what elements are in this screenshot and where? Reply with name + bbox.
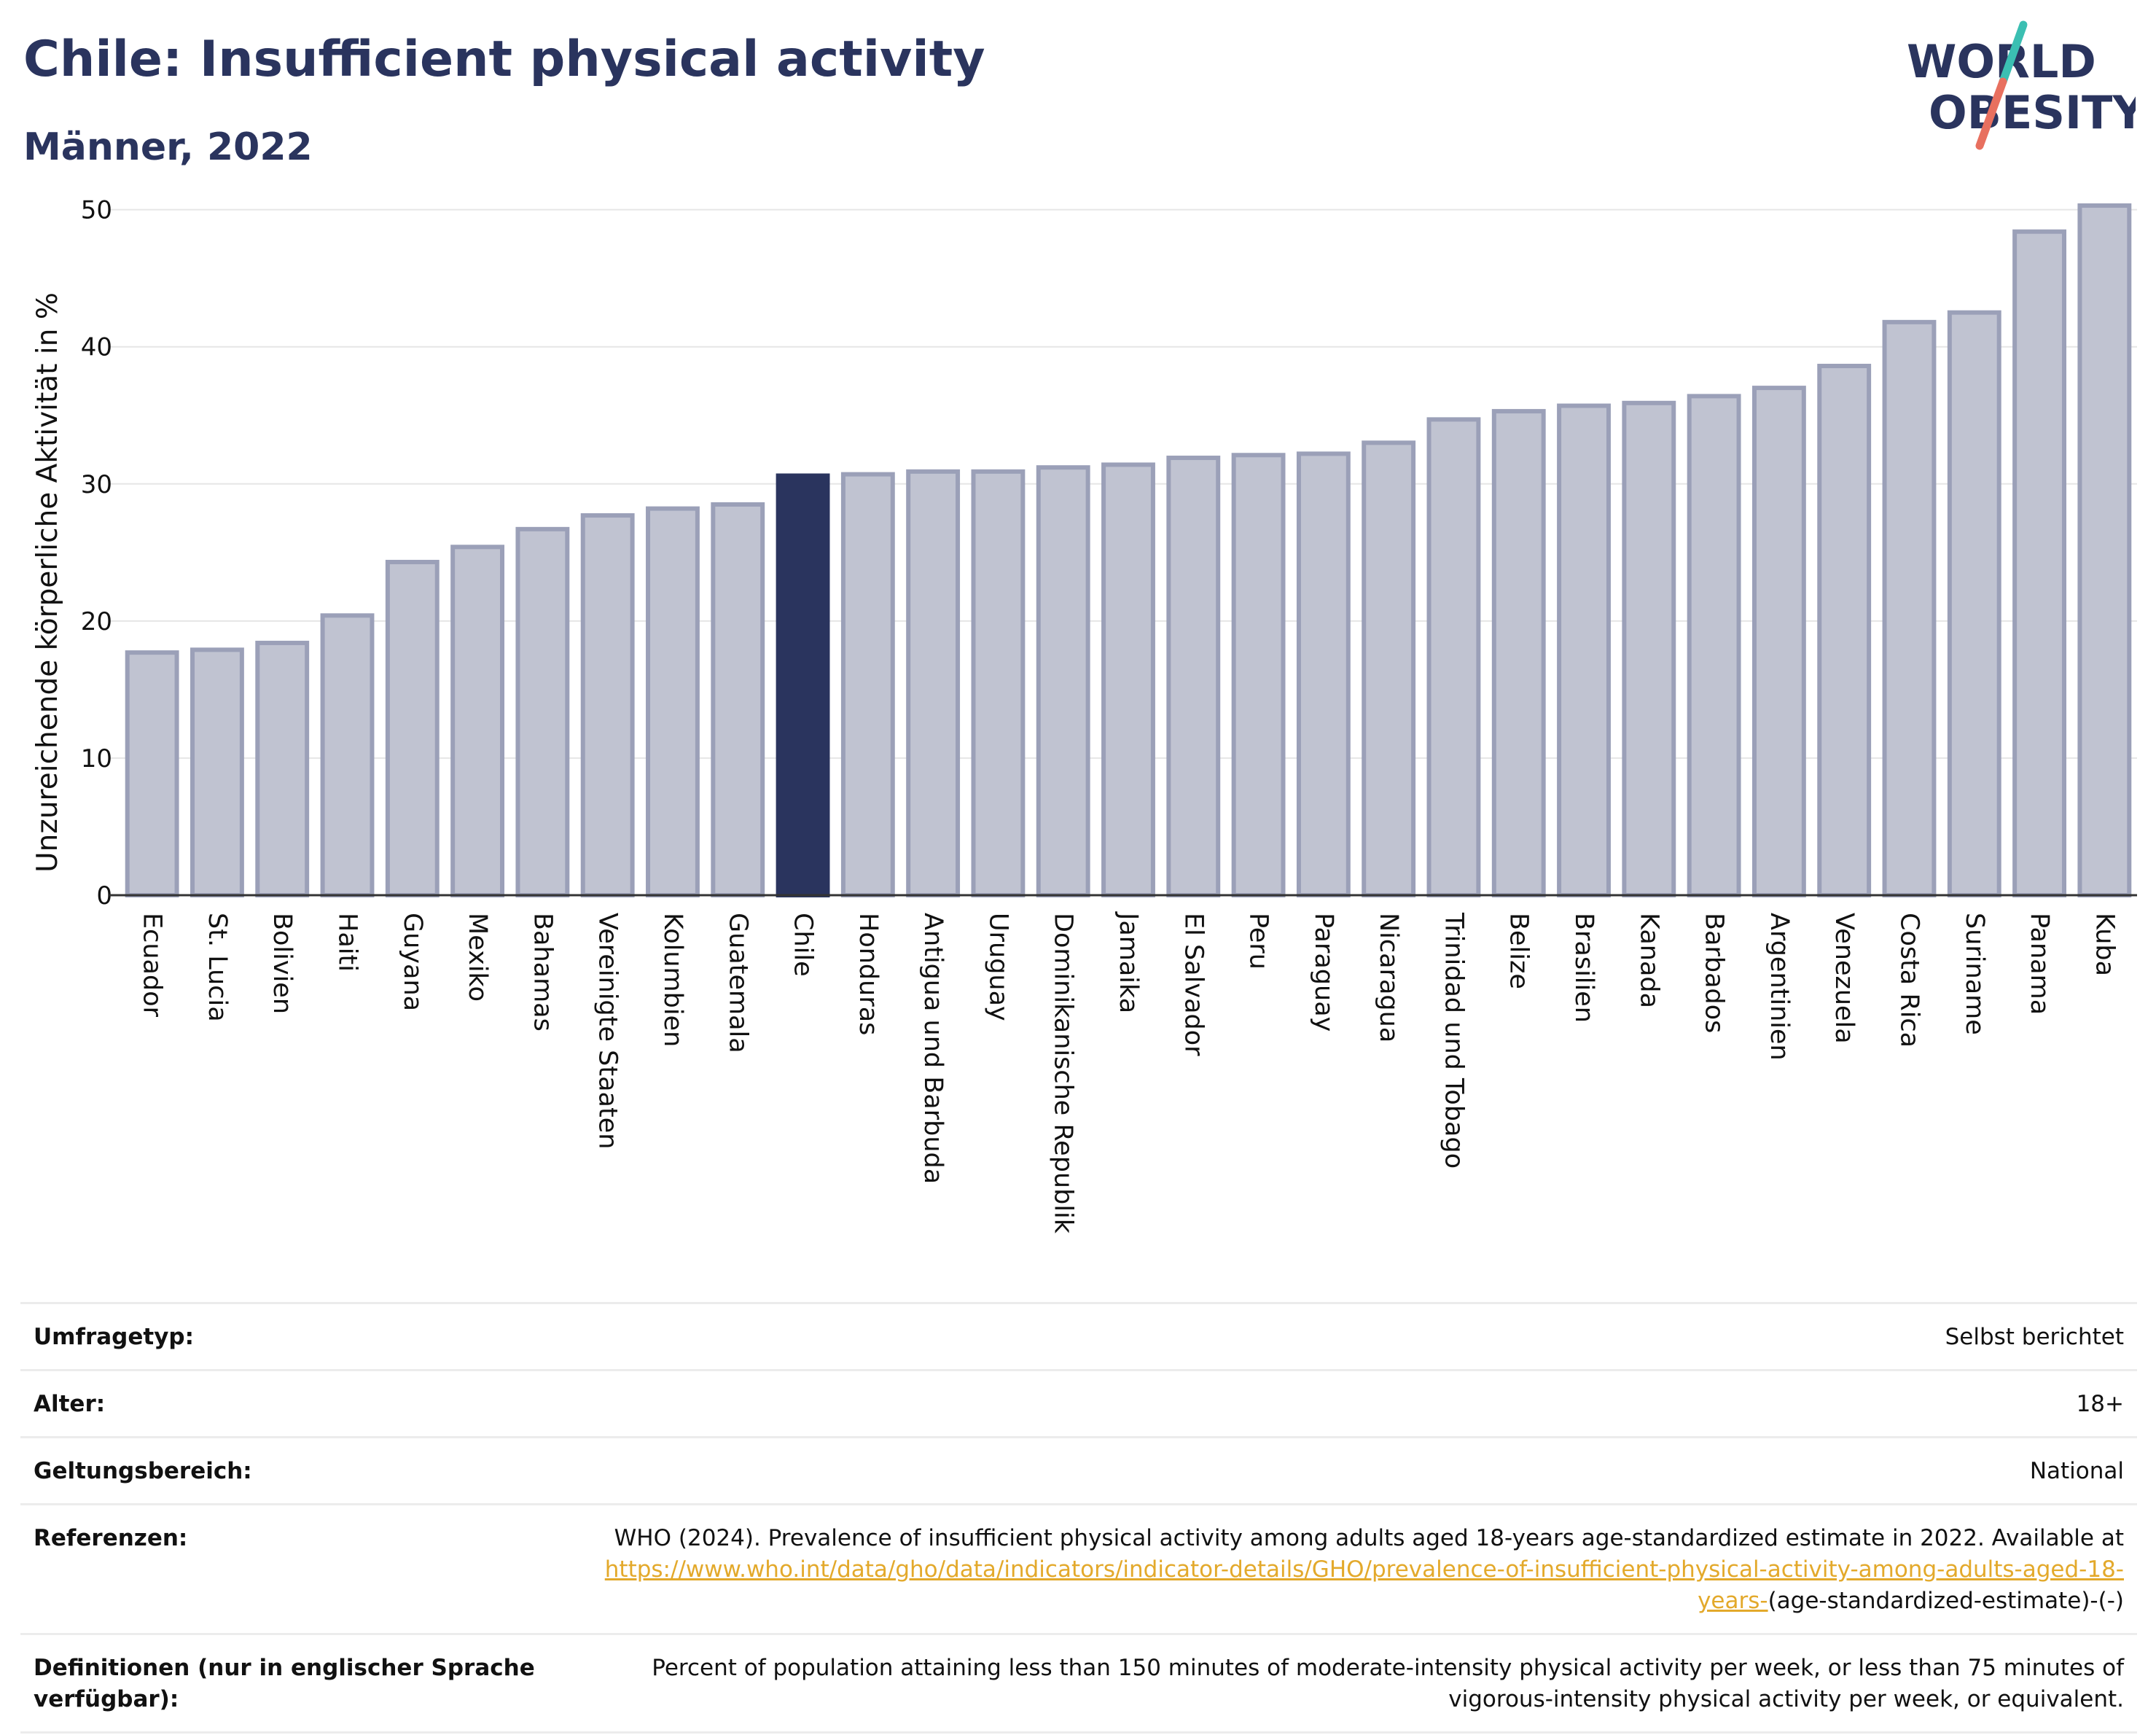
y-tick-label: 30 <box>81 470 112 499</box>
y-tick-label: 10 <box>81 744 112 773</box>
bar-vereinigte-staaten <box>580 513 635 897</box>
x-axis-labels: Ecuador St. Lucia Bolivien Haiti Guyana Mexik… <box>138 911 2120 1234</box>
meta-label: Referenzen: <box>34 1525 188 1551</box>
x-tick-label: Panama <box>2025 913 2054 1015</box>
bar-panama <box>2012 229 2066 897</box>
bar-haiti <box>320 613 375 897</box>
meta-row-definitions: Definitionen (nur in englischer Sprache … <box>20 1633 2137 1734</box>
x-tick-label: Mexiko <box>463 913 492 1002</box>
bar-bolivien <box>255 640 310 897</box>
x-tick-label: Jamaika <box>1114 911 1143 1013</box>
metadata-table: Umfragetyp: Selbst berichtet Alter: 18+ … <box>20 1302 2137 1734</box>
bar-belize <box>1491 409 1546 897</box>
bar-kolumbien <box>646 506 700 897</box>
x-tick-label: Bahamas <box>528 913 557 1032</box>
bar-venezuela <box>1817 364 1872 897</box>
x-tick-label: Suriname <box>1960 913 1989 1035</box>
page-subtitle: Männer, 2022 <box>23 125 313 169</box>
logo-word-obesity: OBESITY <box>1929 86 2136 139</box>
meta-row-references: Referenzen: WHO (2024). Prevalence of in… <box>20 1503 2137 1633</box>
x-tick-label: Barbados <box>1700 913 1729 1033</box>
logo-slash-teal <box>1999 20 2028 86</box>
bar-peru <box>1231 453 1286 897</box>
meta-label: Alter: <box>34 1391 106 1417</box>
bar-ecuador <box>125 650 179 897</box>
x-tick-label: St. Lucia <box>203 913 232 1022</box>
bar-chart: 0 10 20 30 40 50 Ecuador St. Lucia Bolivien Hait… <box>31 196 2137 1234</box>
bar-trinidad-und-tobago <box>1426 417 1481 897</box>
x-tick-label: Uruguay <box>983 913 1012 1021</box>
x-tick-label: Brasilien <box>1569 913 1598 1023</box>
meta-row-survey-type: Umfragetyp: Selbst berichtet <box>20 1302 2137 1369</box>
x-tick-label: Costa Rica <box>1894 913 1923 1048</box>
y-axis-title: Unzureichende körperliche Aktivität in % <box>31 292 64 873</box>
x-tick-label: Guatemala <box>723 913 752 1053</box>
y-tick-label: 0 <box>96 881 112 911</box>
chart-bars <box>125 203 2132 898</box>
bar-st-lucia <box>190 647 244 897</box>
bar-jamaika <box>1101 462 1155 897</box>
bar-brasilien <box>1557 403 1611 897</box>
meta-value: WHO (2024). Prevalence of insufficient p… <box>544 1523 2124 1617</box>
world-obesity-logo: WORLD OBESITY <box>1907 20 2136 150</box>
meta-label: Umfragetyp: <box>34 1324 194 1350</box>
bar-barbados <box>1687 394 1741 897</box>
bar-uruguay <box>971 469 1026 897</box>
bar-honduras <box>840 472 895 897</box>
meta-value: National <box>2029 1458 2124 1484</box>
bar-argentinien <box>1751 386 1806 897</box>
x-tick-label: Peru <box>1244 913 1273 970</box>
x-tick-label: Kanada <box>1634 913 1663 1008</box>
x-tick-label: Argentinien <box>1765 913 1794 1061</box>
x-tick-label: Haiti <box>333 913 362 972</box>
x-tick-label: Guyana <box>398 913 427 1011</box>
x-tick-label: Nicaragua <box>1374 913 1403 1042</box>
page-title: Chile: Insufficient physical activity <box>23 31 985 88</box>
bar-mexiko <box>450 545 505 897</box>
meta-value: 18+ <box>2076 1391 2124 1417</box>
meta-row-age: Alter: 18+ <box>20 1369 2137 1436</box>
x-tick-label: Kuba <box>2090 913 2119 976</box>
bar-dominikanische-republik <box>1036 465 1090 897</box>
y-tick-label: 50 <box>81 196 112 225</box>
meta-value: Selbst berichtet <box>1945 1324 2124 1350</box>
bar-kanada <box>1622 400 1676 897</box>
meta-value: Percent of population attaining less tha… <box>652 1655 2124 1712</box>
meta-label: Definitionen (nur in englischer Sprache … <box>34 1655 535 1712</box>
meta-row-scope: Geltungsbereich: National <box>20 1436 2137 1503</box>
y-tick-label: 20 <box>81 607 112 636</box>
bar-el-salvador <box>1166 456 1221 897</box>
x-tick-label: Honduras <box>854 913 883 1035</box>
x-tick-label: Dominikanische Republik <box>1049 913 1078 1234</box>
x-tick-label: Ecuador <box>138 913 167 1018</box>
bar-nicaragua <box>1362 440 1416 897</box>
bar-kuba <box>2077 203 2132 897</box>
bar-guyana <box>385 559 440 897</box>
bar-chile <box>776 473 830 897</box>
reference-link[interactable]: https://www.who.int/data/gho/data/indica… <box>604 1556 2124 1614</box>
bar-paraguay <box>1296 451 1351 897</box>
x-tick-label: Vereinigte Staaten <box>593 913 622 1149</box>
x-tick-label: Antigua und Barbuda <box>918 913 948 1184</box>
y-axis-ticks: 0 10 20 30 40 50 <box>81 196 112 911</box>
bar-suriname <box>1947 310 2001 897</box>
x-tick-label: Kolumbien <box>658 913 687 1047</box>
y-tick-label: 40 <box>81 333 112 362</box>
bar-antigua-und-barbuda <box>906 469 961 897</box>
x-tick-label: Bolivien <box>267 913 297 1014</box>
meta-label: Geltungsbereich: <box>34 1458 252 1484</box>
bar-bahamas <box>515 526 570 897</box>
reference-text: WHO (2024). Prevalence of insufficient p… <box>614 1525 2124 1551</box>
bar-costa-rica <box>1882 319 1937 898</box>
x-tick-label: Belize <box>1504 913 1534 989</box>
bar-guatemala <box>711 502 765 897</box>
x-tick-label: Trinidad und Tobago <box>1439 912 1468 1169</box>
x-tick-label: Chile <box>789 913 818 977</box>
x-tick-label: Venezuela <box>1829 913 1859 1044</box>
logo-slash-coral <box>1975 77 2007 150</box>
x-tick-label: Paraguay <box>1309 913 1338 1032</box>
x-tick-label: El Salvador <box>1179 913 1208 1056</box>
reference-suffix: (age-standardized-estimate)-(-) <box>1768 1588 2124 1614</box>
